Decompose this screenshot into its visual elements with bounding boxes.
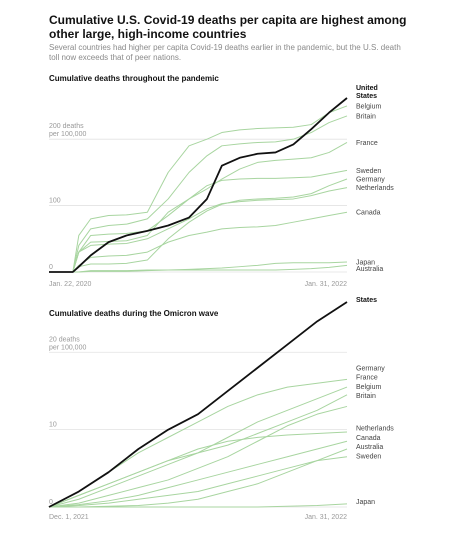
series-label-britain: Britain	[356, 113, 376, 120]
y-tick-label-1: 10	[49, 422, 57, 429]
series-label-canada: Canada	[356, 210, 381, 217]
series-label-britain: Britain	[356, 393, 376, 400]
series-label-netherlands: Netherlands	[356, 426, 394, 433]
series-line-canada	[48, 440, 348, 508]
series-line-france	[49, 142, 348, 273]
x-start-label: Jan. 22, 2020	[49, 281, 92, 288]
series-label-united-states-0: United	[356, 295, 378, 296]
series-line-australia	[49, 448, 348, 508]
series-line-united-states	[48, 301, 348, 508]
headline: Cumulative U.S. Covid-19 deaths per capi…	[49, 13, 407, 41]
series-line-japan	[49, 261, 348, 273]
series-line-sweden	[48, 456, 348, 508]
y-tick-label-0: 0	[49, 499, 53, 506]
series-label-australia: Australia	[356, 266, 383, 273]
series-label-france: France	[356, 140, 378, 147]
series-line-united-states	[49, 97, 348, 273]
series-line-germany	[49, 178, 348, 273]
y-tick-label-1: 100	[49, 198, 61, 205]
panel-title-pandemic: Cumulative deaths throughout the pandemi…	[49, 74, 219, 83]
series-label-netherlands: Netherlands	[356, 185, 394, 192]
series-line-britain	[48, 405, 348, 508]
series-line-france	[48, 386, 348, 508]
series-label-united-states-0: United	[356, 85, 378, 92]
series-line-netherlands	[48, 431, 348, 508]
y-unit-label-0: 20 deaths	[49, 336, 80, 343]
y-unit-label-1: per 100,000	[49, 344, 86, 351]
series-label-united-states-1: States	[356, 93, 377, 100]
series-line-japan	[49, 503, 348, 508]
series-line-belgium	[48, 394, 348, 508]
series-label-australia: Australia	[356, 444, 383, 451]
series-label-france: France	[356, 375, 378, 382]
series-label-canada: Canada	[356, 435, 381, 442]
series-line-australia	[49, 264, 348, 273]
series-line-belgium	[49, 105, 348, 273]
series-line-canada	[49, 211, 348, 273]
y-tick-label-0: 0	[49, 264, 53, 271]
series-label-sweden: Sweden	[356, 168, 381, 175]
series-label-japan: Japan	[356, 499, 375, 506]
x-end-label: Jan. 31, 2022	[305, 514, 348, 521]
y-unit-label-1: per 100,000	[49, 131, 86, 138]
panel-title-omicron: Cumulative deaths during the Omicron wav…	[49, 309, 219, 318]
series-label-germany: Germany	[356, 177, 385, 184]
series-line-germany	[48, 378, 348, 508]
y-unit-label-0: 200 deaths	[49, 123, 84, 130]
x-end-label: Jan. 31, 2022	[305, 281, 348, 288]
series-line-sweden	[49, 169, 348, 273]
series-label-belgium: Belgium	[356, 384, 381, 391]
dek: Several countries had higher per capita …	[49, 43, 401, 62]
x-start-label: Dec. 1, 2021	[49, 514, 89, 521]
series-line-britain	[49, 115, 348, 273]
series-label-japan: Japan	[356, 260, 375, 267]
series-label-belgium: Belgium	[356, 103, 381, 110]
series-label-sweden: Sweden	[356, 453, 381, 460]
series-label-united-states-1: States	[356, 297, 377, 304]
series-label-germany: Germany	[356, 365, 385, 372]
series-line-netherlands	[49, 187, 348, 273]
